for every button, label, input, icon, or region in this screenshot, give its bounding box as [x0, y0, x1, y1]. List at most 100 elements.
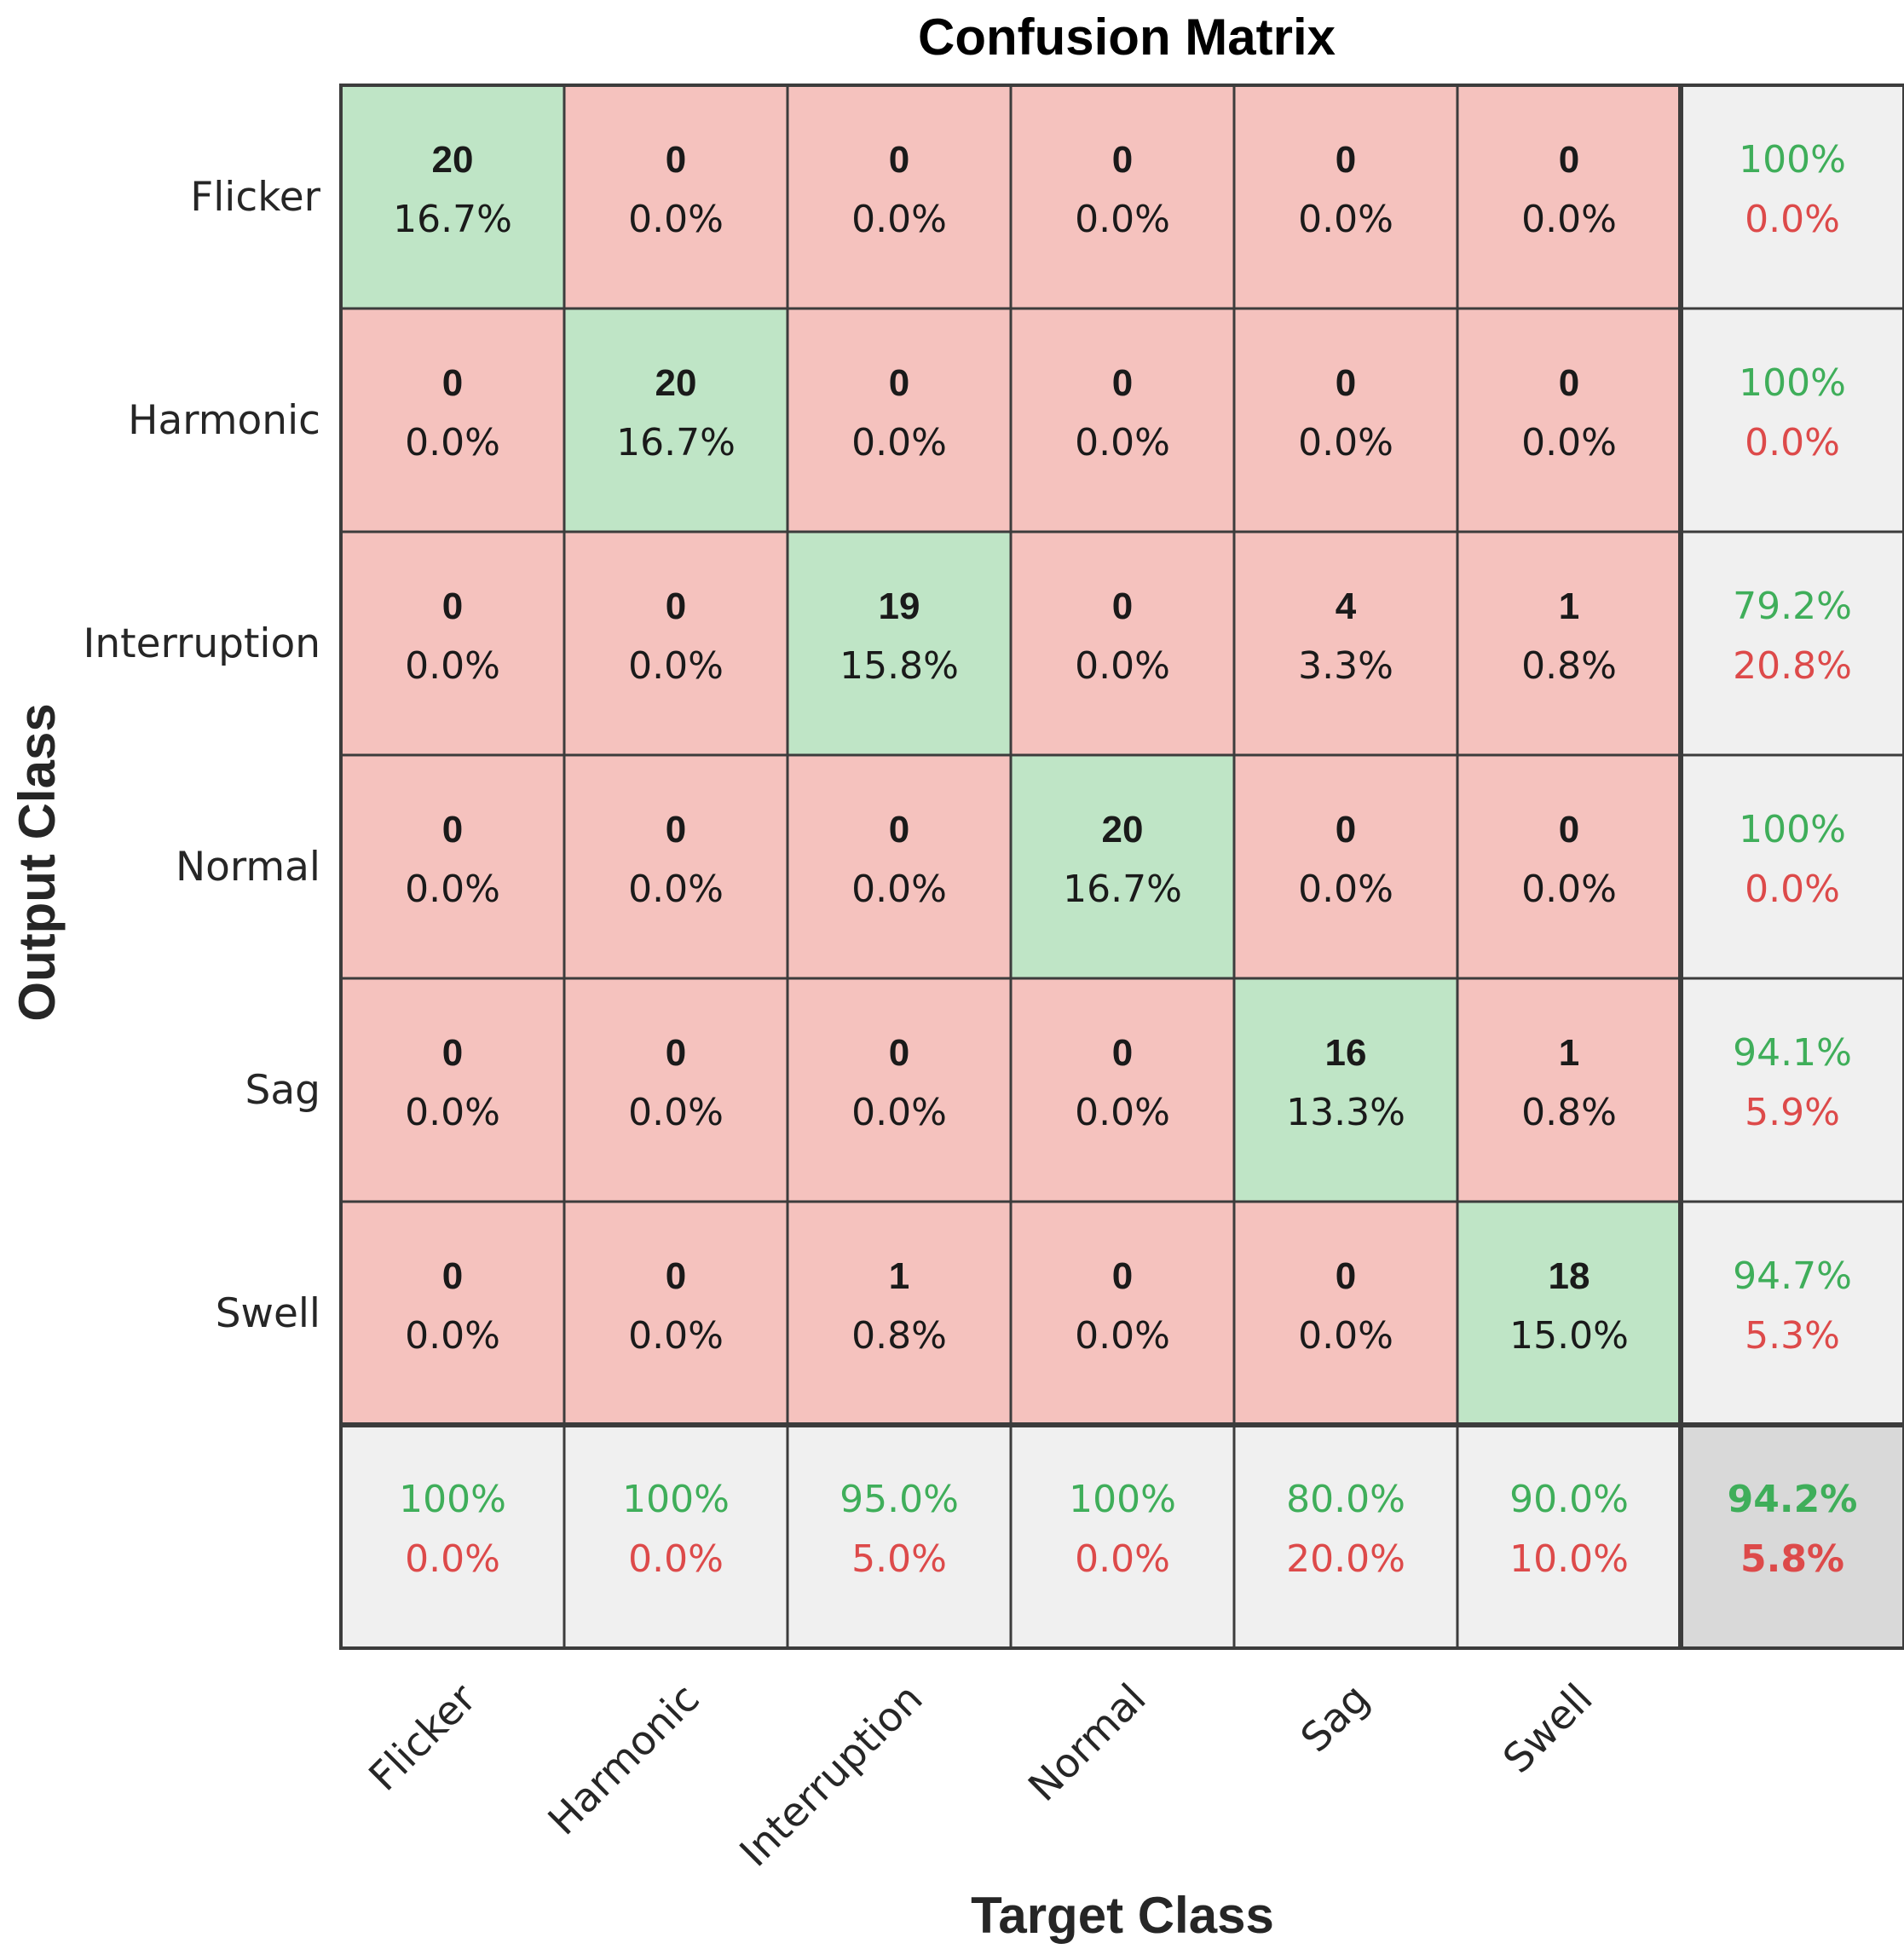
cell-count: 0: [1112, 1032, 1133, 1074]
col-label: Flicker: [361, 1675, 486, 1800]
row-summary-correct: 100%: [1739, 808, 1846, 851]
x-axis-title: Target Class: [971, 1887, 1274, 1944]
cell-count: 0: [889, 362, 909, 404]
matrix-cells: 20 16.7% 0 0.0% 0 0.0% 0 0.0% 0 0.0% 0 0.0% 0 0.0% 20 1…: [339, 84, 1904, 1650]
row-summary-cell: [1679, 84, 1904, 310]
matrix-cell: [1232, 977, 1459, 1203]
col-label: Swell: [1494, 1675, 1601, 1783]
matrix-cell: [339, 307, 566, 533]
col-label: Sag: [1292, 1675, 1378, 1762]
row-label: Normal: [176, 844, 320, 891]
cell-count: 0: [1336, 362, 1356, 404]
matrix-cell: [563, 1200, 789, 1427]
matrix-cell: [1456, 307, 1682, 533]
cell-percent: 0.0%: [1521, 198, 1617, 241]
col-summary-cell: [1456, 1423, 1682, 1650]
matrix-cell: [1232, 1200, 1459, 1427]
matrix-cell: [1009, 530, 1236, 757]
matrix-cell: [563, 307, 789, 533]
cell-count: 1: [1559, 585, 1579, 627]
row-summary-cell: [1679, 1200, 1904, 1427]
cell-percent: 16.7%: [1063, 868, 1182, 911]
cell-count: 0: [442, 809, 463, 851]
cell-percent: 0.8%: [1521, 1091, 1617, 1134]
col-label: Interruption: [731, 1675, 932, 1877]
cell-count: 0: [1559, 809, 1579, 851]
matrix-cell: [563, 530, 789, 757]
matrix-border: [339, 84, 1904, 1650]
col-summary-cell: [563, 1423, 789, 1650]
col-label: Harmonic: [539, 1675, 709, 1845]
cell-count: 4: [1336, 585, 1357, 627]
row-summary-correct: 94.1%: [1733, 1031, 1852, 1075]
cell-count: 0: [666, 585, 686, 627]
cell-percent: 16.7%: [616, 421, 736, 464]
row-summary-error: 0.0%: [1745, 198, 1840, 241]
cell-count: 1: [889, 1255, 909, 1297]
cell-percent: 3.3%: [1298, 644, 1393, 688]
col-summary-error: 5.0%: [851, 1537, 947, 1581]
cell-count: 0: [1336, 1255, 1356, 1297]
col-summary-cell: [786, 1423, 1013, 1650]
cell-count: 0: [442, 362, 463, 404]
matrix-cell: [786, 530, 1013, 757]
col-summary-error: 0.0%: [405, 1537, 500, 1581]
row-summary-error: 0.0%: [1745, 868, 1840, 911]
row-summary-cell: [1679, 307, 1904, 533]
cell-count: 19: [879, 585, 920, 627]
cell-percent: 0.0%: [628, 1091, 724, 1134]
matrix-cell: [339, 530, 566, 757]
cell-count: 18: [1549, 1255, 1590, 1297]
matrix-cell: [1232, 530, 1459, 757]
matrix-cell: [1456, 753, 1682, 980]
row-label: Sag: [245, 1067, 320, 1114]
matrix-cell: [339, 977, 566, 1203]
row-summary-correct: 100%: [1739, 361, 1846, 405]
matrix-cell: [1456, 84, 1682, 310]
chart-title: Confusion Matrix: [918, 9, 1336, 66]
col-summary-correct: 100%: [622, 1478, 730, 1521]
matrix-cell: [1009, 84, 1236, 310]
cell-count: 20: [1102, 809, 1144, 851]
col-summary-correct: 100%: [1069, 1478, 1176, 1521]
cell-count: 0: [1336, 139, 1356, 181]
row-label: Harmonic: [128, 397, 320, 444]
cell-percent: 0.0%: [1075, 1314, 1170, 1358]
matrix-cell: [1232, 753, 1459, 980]
matrix-cell: [339, 84, 566, 310]
cell-percent: 0.0%: [628, 198, 724, 241]
row-label: Interruption: [84, 620, 320, 667]
cell-percent: 0.0%: [405, 421, 500, 464]
cell-count: 16: [1325, 1032, 1367, 1074]
cell-count: 0: [1112, 1255, 1133, 1297]
cell-count: 0: [889, 1032, 909, 1074]
cell-count: 0: [1112, 585, 1133, 627]
cell-percent: 0.0%: [1075, 421, 1170, 464]
cell-percent: 0.0%: [1298, 1314, 1393, 1358]
matrix-cell: [1232, 307, 1459, 533]
col-summary-correct: 100%: [399, 1478, 506, 1521]
cell-count: 0: [666, 809, 686, 851]
row-summary-error: 5.3%: [1745, 1314, 1840, 1358]
cell-percent: 0.0%: [405, 1091, 500, 1134]
cell-count: 0: [889, 809, 909, 851]
y-axis-title: Output Class: [9, 703, 66, 1021]
cell-count: 0: [1112, 139, 1133, 181]
row-summary-error: 20.8%: [1733, 644, 1852, 688]
cell-percent: 0.0%: [405, 644, 500, 688]
cell-percent: 0.0%: [851, 868, 947, 911]
matrix-cell: [786, 307, 1013, 533]
cell-percent: 0.0%: [628, 644, 724, 688]
row-label: Swell: [216, 1290, 320, 1337]
cell-percent: 0.0%: [1075, 1091, 1170, 1134]
matrix-cell: [1456, 977, 1682, 1203]
matrix-cell: [786, 84, 1013, 310]
row-summary-cell: [1679, 753, 1904, 980]
overall-error: 5.8%: [1740, 1537, 1844, 1581]
cell-percent: 0.0%: [1075, 198, 1170, 241]
cell-count: 0: [666, 139, 686, 181]
matrix-cell: [1009, 753, 1236, 980]
matrix-cell: [1456, 530, 1682, 757]
col-summary-cell: [1232, 1423, 1459, 1650]
